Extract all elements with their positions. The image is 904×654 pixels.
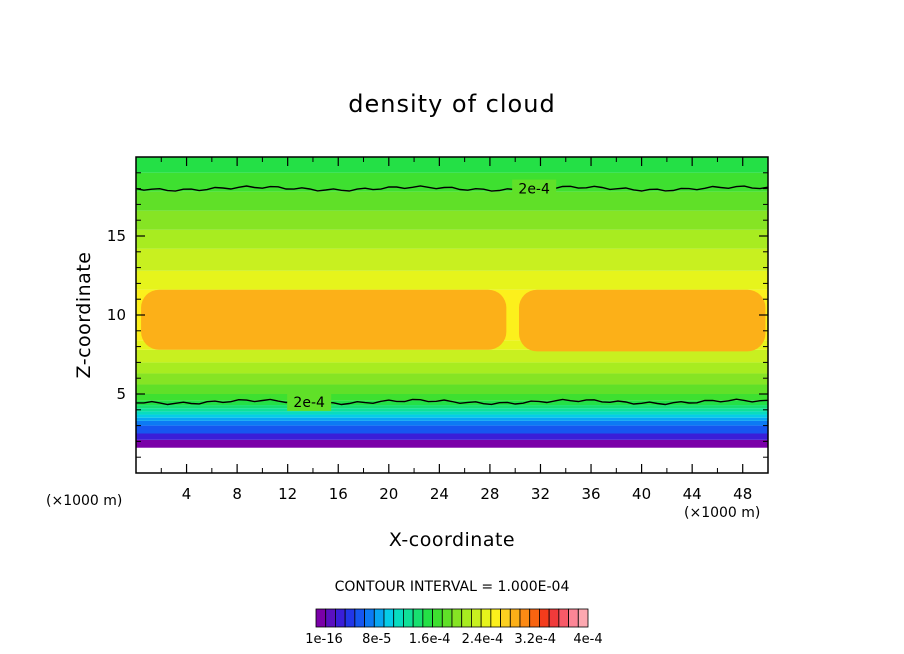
colorbar-swatch-25 [558, 608, 569, 628]
density-band-21 [136, 191, 768, 211]
x-tick-label-40: 40 [632, 485, 651, 503]
density-band-4 [136, 417, 768, 421]
colorbar-swatch-8 [393, 608, 404, 628]
colorbar-label-1: 8e-5 [362, 632, 391, 647]
x-tick-label-24: 24 [430, 485, 449, 503]
colorbar-swatch-5 [364, 608, 375, 628]
x-unit-label-right: (×1000 m) [684, 505, 760, 521]
colorbar-swatch-18 [490, 608, 501, 628]
density-band-3 [136, 420, 768, 426]
contour-label-1: 2e-4 [293, 395, 325, 411]
colorbar-swatch-6 [373, 608, 385, 628]
density-band-13 [136, 362, 768, 374]
x-axis-title: X-coordinate [389, 529, 515, 551]
density-band-2 [136, 425, 768, 434]
contour-interval-text: CONTOUR INTERVAL = 1.000E-04 [335, 579, 570, 595]
colorbar-labels: 1e-16 8e-5 1.6e-4 2.4e-4 3.2e-4 4e-4 [305, 632, 602, 647]
contour-line-0 [136, 185, 768, 192]
colorbar-label-0: 1e-16 [305, 632, 343, 647]
colorbar-swatch-7 [383, 608, 395, 628]
colorbar-swatch-22 [529, 608, 540, 628]
density-field [136, 157, 768, 448]
contour-label-bg-0 [512, 179, 557, 198]
colorbar-swatch-14 [451, 608, 463, 628]
x-unit-label-left: (×1000 m) [46, 493, 122, 509]
colorbar-swatch-20 [509, 608, 521, 628]
colorbar-label-4: 3.2e-4 [514, 632, 556, 647]
density-band-19 [136, 229, 768, 249]
colorbar-swatch-0 [315, 608, 327, 628]
y-tick-label-10: 10 [107, 306, 126, 324]
colorbar-label-5: 4e-4 [573, 632, 602, 647]
colorbar-swatch-15 [461, 608, 472, 628]
x-tick-label-20: 20 [379, 485, 398, 503]
colorbar-swatch-4 [354, 608, 365, 628]
y-tick-label-15: 15 [107, 227, 126, 245]
x-tick-label-4: 4 [182, 485, 192, 503]
colorbar [315, 608, 589, 628]
density-band-7 [136, 408, 768, 412]
density-band-11 [136, 384, 768, 394]
density-band-5 [136, 414, 768, 418]
colorbar-swatch-2 [335, 608, 346, 628]
y-axis-title: Z-coordinate [73, 252, 95, 379]
colorbar-swatch-13 [441, 608, 453, 628]
colorbar-swatch-27 [577, 608, 589, 628]
x-tick-label-36: 36 [581, 485, 600, 503]
colorbar-swatch-26 [568, 608, 579, 628]
density-band-6 [136, 411, 768, 415]
contour-label-bg-1 [287, 392, 332, 411]
colorbar-swatch-19 [500, 608, 511, 628]
density-band-14 [136, 349, 768, 363]
density-band-12 [136, 373, 768, 385]
colorbar-swatch-21 [519, 608, 531, 628]
colorbar-swatch-9 [403, 608, 414, 628]
colorbar-swatch-23 [539, 608, 550, 628]
y-axis-ticks: 5 10 15 [107, 172, 768, 458]
colorbar-swatch-11 [422, 608, 433, 628]
density-band-0 [136, 439, 768, 448]
high-density-region-1 [518, 289, 766, 352]
x-tick-label-12: 12 [278, 485, 297, 503]
density-band-20 [136, 210, 768, 230]
density-band-22 [136, 172, 768, 192]
colorbar-swatch-1 [325, 608, 336, 628]
colorbar-swatch-17 [480, 608, 492, 628]
x-axis-ticks: 4 8 12 16 20 24 28 32 36 40 44 48 [160, 157, 752, 503]
density-band-8 [136, 405, 768, 409]
contour-label-0: 2e-4 [518, 182, 550, 198]
colorbar-label-3: 2.4e-4 [462, 632, 504, 647]
high-density-region-0 [141, 289, 507, 350]
x-tick-label-48: 48 [733, 485, 752, 503]
colorbar-swatch-10 [412, 608, 424, 628]
density-band-17 [136, 270, 768, 290]
chart-title: density of cloud [348, 90, 555, 118]
density-band-23 [136, 157, 768, 173]
colorbar-swatch-12 [432, 608, 443, 628]
density-band-1 [136, 433, 768, 440]
x-tick-label-28: 28 [480, 485, 499, 503]
colorbar-swatch-24 [548, 608, 560, 628]
colorbar-swatch-16 [471, 608, 482, 628]
density-band-10 [136, 394, 768, 401]
x-tick-label-8: 8 [232, 485, 242, 503]
colorbar-label-2: 1.6e-4 [409, 632, 451, 647]
density-band-9 [136, 400, 768, 406]
x-tick-label-32: 32 [531, 485, 550, 503]
contour-line-1 [136, 398, 768, 406]
x-tick-label-16: 16 [329, 485, 348, 503]
y-tick-label-5: 5 [116, 385, 126, 403]
density-band-18 [136, 248, 768, 271]
contour-lines: 2e-4 2e-4 [136, 179, 768, 411]
x-tick-label-44: 44 [683, 485, 702, 503]
colorbar-swatch-3 [344, 608, 356, 628]
